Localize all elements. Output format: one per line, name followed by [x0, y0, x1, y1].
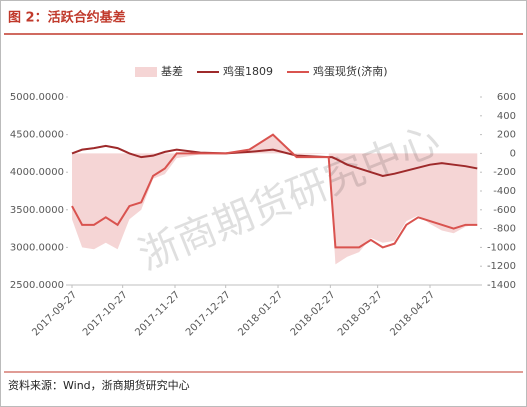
- y-tick-label: 3500.0000: [10, 205, 64, 216]
- legend-swatch: [135, 67, 157, 77]
- basis-area: [72, 134, 478, 265]
- y-tick-label: 4500.0000: [10, 130, 64, 141]
- legend-label: 基差: [161, 64, 183, 78]
- y-tick-label: 3000.0000: [10, 242, 64, 253]
- y2-tick-label: 0: [510, 148, 516, 159]
- x-tick-label: 2018-03-27: [336, 289, 385, 338]
- y2-tick-label: -600: [493, 205, 516, 216]
- y-tick-label: 2500.0000: [10, 280, 64, 291]
- x-tick-label: 2017-11-27: [133, 289, 182, 338]
- x-tick-label: 2018-01-27: [236, 289, 285, 338]
- x-tick-label: 2017-09-27: [30, 289, 79, 338]
- x-tick-label: 2017-12-27: [184, 289, 233, 338]
- y2-tick-label: -1200: [487, 261, 516, 272]
- y2-tick-label: -400: [493, 186, 516, 197]
- y-tick-label: 4000.0000: [10, 167, 64, 178]
- y-tick-label: 5000.0000: [10, 92, 64, 103]
- legend-label: 鸡蛋现货(济南): [313, 64, 388, 78]
- y2-tick-label: 400: [497, 111, 516, 122]
- y2-tick-label: -200: [493, 167, 516, 178]
- y2-tick-label: -1400: [487, 280, 516, 291]
- y2-tick-label: 600: [497, 92, 516, 103]
- y2-tick-label: -1000: [487, 242, 516, 253]
- x-tick-label: 2018-02-27: [289, 289, 338, 338]
- x-tick-label: 2018-04-27: [388, 289, 437, 338]
- source: 资料来源：Wind，浙商期货研究中心: [8, 378, 190, 392]
- y2-tick-label: -800: [493, 224, 516, 235]
- x-tick-label: 2017-10-27: [81, 289, 130, 338]
- chart-title: 图 2：活跃合约基差: [8, 10, 126, 26]
- legend-label: 鸡蛋1809: [223, 64, 273, 78]
- series-line: [71, 133, 478, 249]
- y2-tick-label: 200: [497, 130, 516, 141]
